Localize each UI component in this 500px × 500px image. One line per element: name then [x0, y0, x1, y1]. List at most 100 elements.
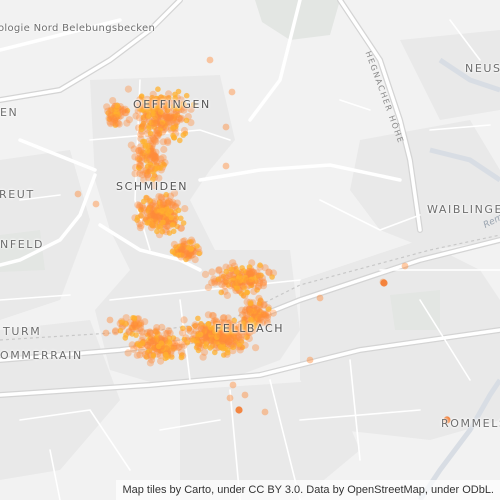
address-point: [149, 134, 157, 142]
address-point: [180, 106, 188, 114]
address-point: [123, 332, 129, 338]
address-point: [177, 115, 185, 124]
address-point: [232, 338, 239, 344]
address-point: [153, 336, 159, 342]
address-point: [167, 347, 175, 355]
address-point: [219, 333, 227, 341]
address-point: [246, 269, 254, 278]
address-point: [160, 219, 166, 226]
address-point: [196, 344, 204, 352]
address-point: [158, 323, 166, 331]
address-point: [169, 248, 176, 255]
address-point: [136, 169, 144, 178]
address-point: [140, 114, 147, 121]
address-point: [235, 333, 243, 341]
address-point: [241, 320, 247, 326]
address-point: [153, 158, 161, 166]
address-point: [162, 330, 170, 338]
address-point: [247, 308, 254, 314]
address-point: [170, 346, 177, 352]
address-point: [143, 329, 151, 337]
address-point: [165, 197, 173, 205]
address-point: [259, 282, 268, 290]
address-point: [201, 270, 210, 278]
address-point: [157, 165, 164, 171]
address-point: [183, 256, 189, 263]
address-point: [261, 311, 267, 318]
address-point: [146, 348, 153, 354]
address-point: [192, 323, 198, 329]
address-point: [109, 114, 117, 123]
address-point: [166, 119, 174, 127]
address-point: [164, 206, 170, 212]
address-point: [163, 102, 171, 110]
address-point: [138, 211, 146, 219]
address-point: [218, 289, 225, 296]
address-point: [137, 146, 145, 154]
address-point: [132, 324, 140, 332]
address-point: [136, 165, 142, 171]
address-point: [178, 340, 186, 348]
address-point: [154, 228, 160, 235]
address-point: [155, 193, 163, 201]
address-point: [163, 191, 169, 198]
address-point: [173, 215, 180, 221]
address-point: [149, 154, 157, 162]
address-point: [224, 336, 232, 344]
address-point: [232, 325, 241, 333]
address-point: [149, 90, 157, 98]
place-label-en: EN: [0, 106, 19, 119]
address-point: [163, 114, 171, 122]
address-point: [221, 282, 229, 290]
address-point: [257, 298, 265, 306]
address-point: [157, 126, 164, 132]
address-point: [258, 318, 266, 326]
address-point: [138, 126, 145, 133]
address-point: [239, 281, 247, 289]
address-point: [151, 137, 159, 145]
address-point: [156, 113, 164, 121]
address-point: [258, 272, 264, 279]
address-point: [163, 329, 172, 337]
address-point: [114, 119, 122, 127]
address-point: [114, 102, 121, 109]
address-point: [143, 354, 150, 360]
address-point: [137, 324, 145, 332]
address-point: [186, 327, 194, 335]
place-label-rommelsh: ROMMELSH: [441, 417, 500, 430]
address-point: [74, 190, 82, 198]
address-point: [138, 94, 145, 100]
address-point: [261, 264, 269, 272]
address-point: [228, 88, 236, 96]
map-attribution[interactable]: Map tiles by Carto, under CC BY 3.0. Dat…: [116, 480, 500, 500]
address-point: [246, 264, 253, 270]
address-point: [212, 349, 218, 356]
address-point: [208, 268, 216, 276]
address-point: [174, 343, 182, 351]
address-point: [263, 320, 271, 328]
address-point: [130, 345, 138, 353]
address-point: [223, 332, 231, 340]
place-label-ommerrain: OMMERRAIN: [0, 349, 83, 362]
address-point: [207, 345, 213, 351]
address-point: [148, 220, 156, 228]
address-point: [232, 329, 240, 337]
address-point: [178, 329, 187, 337]
address-point: [151, 153, 159, 161]
address-point: [183, 250, 191, 258]
address-point: [235, 323, 243, 331]
outlier-solid-1: [235, 406, 243, 414]
address-point: [241, 308, 249, 316]
address-point: [237, 328, 245, 336]
address-point: [195, 347, 202, 354]
address-point: [211, 277, 219, 285]
address-point: [143, 341, 151, 349]
address-point: [152, 138, 160, 146]
address-point: [112, 111, 119, 118]
address-point: [265, 306, 272, 313]
address-point: [154, 111, 162, 119]
address-point: [218, 281, 226, 289]
address-point: [146, 330, 154, 338]
address-point: [150, 336, 158, 344]
